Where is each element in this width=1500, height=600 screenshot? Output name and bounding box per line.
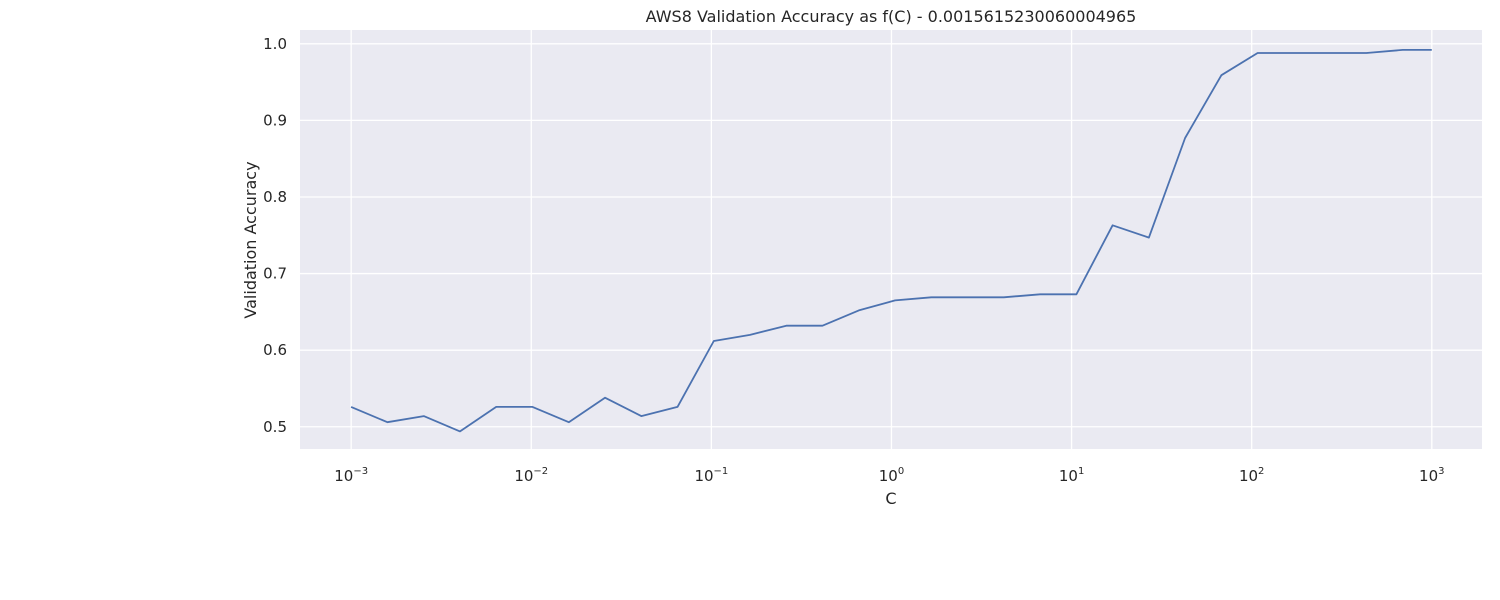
- data-point: [385, 420, 389, 424]
- x-tick-label: 10−3: [334, 466, 368, 485]
- x-tick-label: 101: [1059, 466, 1084, 485]
- x-tick-label: 102: [1239, 466, 1264, 485]
- data-point: [349, 405, 353, 409]
- y-tick-label: 0.9: [263, 111, 287, 129]
- data-point: [1038, 292, 1042, 296]
- data-point: [531, 405, 535, 409]
- x-tick-base: 10: [1059, 467, 1078, 485]
- data-point: [1183, 136, 1187, 140]
- data-point: [1430, 48, 1434, 52]
- data-point: [1292, 51, 1296, 55]
- data-point: [1074, 292, 1078, 296]
- data-point: [1364, 51, 1368, 55]
- x-tick-label: 103: [1419, 466, 1444, 485]
- x-tick-exponent: −1: [714, 466, 729, 477]
- x-tick-label: 10−1: [694, 466, 728, 485]
- data-point: [1401, 48, 1405, 52]
- data-point: [821, 324, 825, 328]
- data-point: [748, 333, 752, 337]
- x-tick-base: 10: [514, 467, 533, 485]
- y-tick-label: 1.0: [263, 35, 287, 53]
- y-axis-label: Validation Accuracy: [241, 161, 260, 318]
- x-tick-base: 10: [879, 467, 898, 485]
- data-point: [893, 298, 897, 302]
- data-point: [494, 405, 498, 409]
- x-tick-exponent: −2: [533, 466, 548, 477]
- y-tick-label: 0.7: [263, 265, 287, 283]
- data-point: [639, 414, 643, 418]
- x-tick-base: 10: [334, 467, 353, 485]
- y-tick-label: 0.5: [263, 418, 287, 436]
- chart-title: AWS8 Validation Accuracy as f(C) - 0.001…: [646, 7, 1137, 26]
- x-tick-exponent: 3: [1438, 466, 1444, 477]
- x-tick-label: 10−2: [514, 466, 548, 485]
- x-tick-exponent: −3: [353, 466, 368, 477]
- data-point: [784, 324, 788, 328]
- data-point: [422, 414, 426, 418]
- data-point: [966, 295, 970, 299]
- data-point: [458, 429, 462, 433]
- data-point: [929, 295, 933, 299]
- data-point: [1002, 295, 1006, 299]
- x-tick-base: 10: [1419, 467, 1438, 485]
- data-point: [1256, 51, 1260, 55]
- x-axis-label: C: [885, 489, 896, 508]
- data-point: [603, 396, 607, 400]
- x-tick-labels: 10−3 10−2 10−1 100 101 102 103: [334, 466, 1444, 485]
- x-grid: [350, 30, 1433, 449]
- data-point: [857, 308, 861, 312]
- x-tick-label: 100: [879, 466, 904, 485]
- data-point: [1219, 73, 1223, 77]
- y-tick-label: 0.6: [263, 341, 287, 359]
- y-tick-labels: 0.5 0.6 0.7 0.8 0.9 1.0: [263, 35, 287, 436]
- y-grid: [300, 43, 1482, 428]
- data-point: [1111, 223, 1115, 227]
- x-tick-base: 10: [1239, 467, 1258, 485]
- x-tick-exponent: 0: [898, 466, 904, 477]
- data-point: [1147, 236, 1151, 240]
- y-tick-label: 0.8: [263, 188, 287, 206]
- series-line: [350, 49, 1432, 433]
- x-tick-exponent: 2: [1258, 466, 1264, 477]
- data-point: [676, 405, 680, 409]
- data-point: [712, 339, 716, 343]
- data-point: [567, 420, 571, 424]
- data-point: [1328, 51, 1332, 55]
- x-tick-base: 10: [694, 467, 713, 485]
- x-tick-exponent: 1: [1078, 466, 1084, 477]
